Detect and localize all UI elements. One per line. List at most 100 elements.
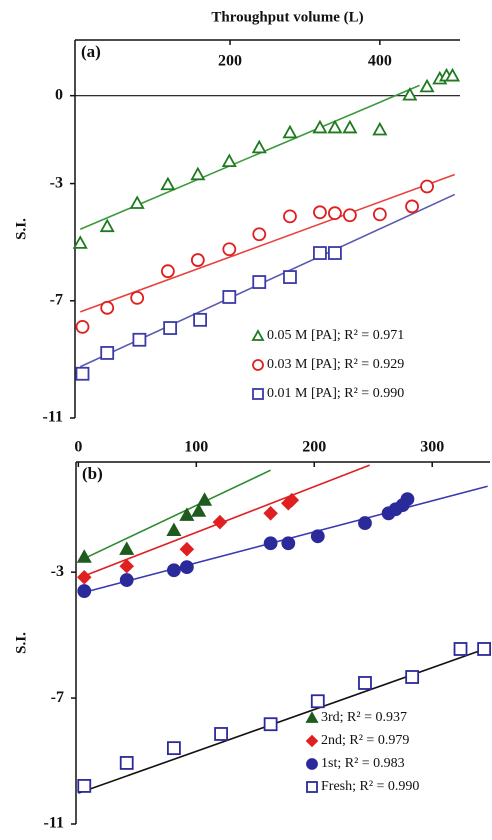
legend-label: Fresh; R² = 0.990 <box>321 779 419 794</box>
data-point <box>328 206 342 221</box>
data-point <box>420 179 434 194</box>
legend-marker <box>306 781 318 793</box>
y-tick-label: -7 <box>50 291 63 308</box>
data-point <box>283 270 297 284</box>
data-point <box>477 642 492 656</box>
data-point <box>419 78 435 93</box>
y-axis-title: S.I. <box>13 632 29 654</box>
data-point <box>312 119 328 134</box>
data-point <box>310 529 325 544</box>
data-point <box>129 195 145 209</box>
data-point <box>166 563 181 578</box>
data-point <box>282 124 298 139</box>
data-point <box>372 121 388 136</box>
data-point <box>132 332 147 347</box>
y-tick-label: 0 <box>55 86 63 103</box>
data-point <box>358 676 372 690</box>
data-point <box>284 492 300 508</box>
panel-label: (b) <box>82 464 103 483</box>
data-point <box>263 717 278 732</box>
data-point <box>313 205 327 220</box>
y-tick-label: -3 <box>50 174 63 191</box>
data-point <box>190 166 206 181</box>
legend-label: 2nd; R² = 0.979 <box>321 733 409 748</box>
x-tick-label: 100 <box>184 439 208 456</box>
fit-line <box>79 173 456 313</box>
data-point <box>453 642 468 656</box>
y-tick-label: -11 <box>43 409 63 426</box>
y-axis-title: S.I. <box>13 218 29 240</box>
data-point <box>77 779 92 793</box>
data-point <box>251 139 267 154</box>
data-point <box>327 119 343 134</box>
data-point <box>221 153 237 168</box>
legend-label: 0.05 M [PA]; R² = 0.971 <box>267 328 404 343</box>
x-tick-label: 400 <box>368 53 392 70</box>
data-point <box>214 727 228 741</box>
x-tick-label: 300 <box>420 439 444 456</box>
fit-line <box>78 647 488 794</box>
data-point <box>76 549 92 563</box>
data-point <box>100 300 115 315</box>
data-point <box>75 366 90 381</box>
data-point <box>252 275 267 289</box>
data-point <box>222 242 237 257</box>
legend-marker <box>305 711 319 723</box>
legend-marker <box>305 734 319 748</box>
data-point <box>358 516 372 530</box>
data-point <box>166 522 182 537</box>
data-point <box>405 199 419 214</box>
x-tick-label: 200 <box>218 53 242 70</box>
legend-label: 3rd; R² = 0.937 <box>321 710 407 725</box>
data-point <box>310 694 325 709</box>
legend-label: 1st; R² = 0.983 <box>321 756 405 771</box>
legend-label: 0.03 M [PA]; R² = 0.929 <box>267 357 404 372</box>
legend-marker <box>251 329 265 341</box>
data-point <box>179 541 195 557</box>
y-tick-label: -3 <box>51 563 64 580</box>
data-point <box>405 670 420 684</box>
data-point <box>197 492 213 506</box>
panel: -11 -7 -3 0 100 200 300 S.I. (b) 3rd; R² = 0.937 2… <box>13 439 492 832</box>
data-point <box>119 573 134 587</box>
data-point <box>77 584 92 598</box>
data-point <box>130 290 145 305</box>
data-point <box>99 218 115 233</box>
data-point <box>179 560 194 575</box>
data-point <box>191 503 207 517</box>
data-point <box>160 176 176 191</box>
data-point <box>193 312 207 327</box>
legend-marker <box>252 359 264 371</box>
data-point <box>160 264 175 279</box>
data-point <box>372 207 387 222</box>
data-point <box>263 536 278 551</box>
data-point <box>166 741 181 756</box>
data-point <box>263 506 278 521</box>
data-point <box>342 208 357 223</box>
data-point <box>119 756 134 770</box>
x-tick-label: 200 <box>302 439 326 456</box>
data-point <box>119 558 134 574</box>
legend-marker <box>306 758 318 770</box>
legend-marker <box>252 388 264 400</box>
data-point <box>342 119 358 134</box>
legend-label: 0.01 M [PA]; R² = 0.990 <box>267 386 404 401</box>
fit-line <box>80 469 271 561</box>
data-point <box>179 507 195 521</box>
data-point <box>444 67 461 82</box>
data-point <box>72 235 88 249</box>
data-point <box>281 536 296 551</box>
data-point <box>222 290 237 304</box>
data-point <box>212 514 228 530</box>
y-tick-label: -7 <box>51 689 64 706</box>
data-point <box>283 209 297 224</box>
panel: -11 -7 -3 0 200 400 Throughput volume (L) S.I. (… <box>13 9 461 426</box>
data-point <box>76 569 92 585</box>
data-point <box>402 86 418 101</box>
data-point <box>75 319 90 334</box>
data-point <box>119 541 135 555</box>
x-tick-label: 0 <box>74 439 82 456</box>
y-tick-label: -11 <box>44 815 64 832</box>
data-point <box>400 492 415 507</box>
